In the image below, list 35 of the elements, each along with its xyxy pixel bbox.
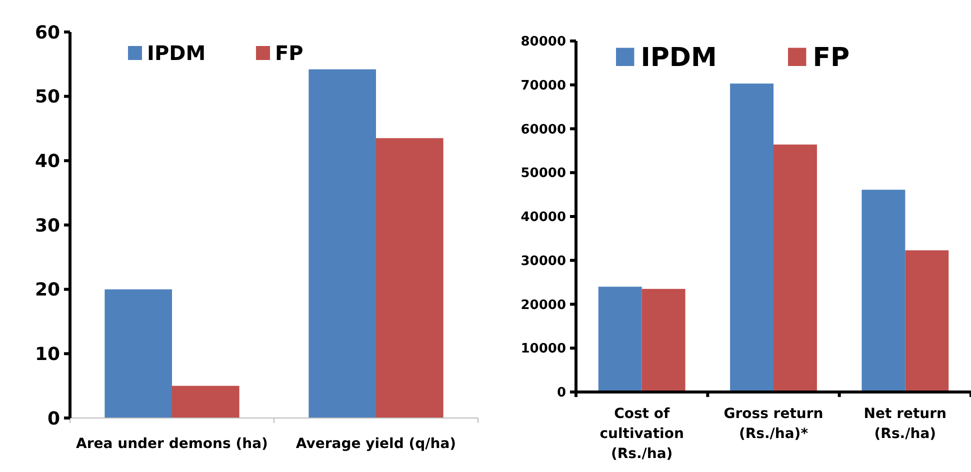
x-tick-label: Net return (Rs./ha) — [864, 406, 947, 442]
y-tick-label: 80000 — [520, 34, 566, 50]
y-tick-label: 50000 — [520, 166, 566, 182]
bar — [376, 138, 444, 418]
bar — [104, 289, 172, 418]
legend-label: FP — [812, 43, 850, 73]
bar — [862, 190, 906, 392]
y-tick-label: 60000 — [520, 122, 566, 138]
bar — [642, 288, 686, 392]
y-tick-label: 60 — [34, 22, 60, 44]
y-tick-label: 70000 — [520, 78, 566, 94]
bar — [598, 286, 642, 392]
bar — [730, 84, 774, 392]
y-tick-label: 0 — [556, 386, 566, 401]
y-tick-label: 50 — [34, 86, 60, 108]
x-tick-label: Area under demons (ha) — [76, 436, 268, 452]
y-tick-label: 40000 — [520, 210, 566, 226]
y-tick-label: 20 — [34, 280, 60, 301]
y-tick-label: 30 — [34, 215, 60, 236]
x-tick-label: Average yield (q/ha) — [296, 436, 456, 452]
legend-label: IPDM — [640, 43, 717, 73]
bar — [308, 69, 376, 418]
x-tick-label: Gross return (Rs./ha)* — [724, 406, 824, 442]
legend-label: IPDM — [147, 41, 206, 65]
y-tick-label: 10000 — [520, 342, 566, 357]
y-tick-label: 20000 — [520, 298, 566, 313]
y-tick-label: 30000 — [520, 254, 566, 269]
y-tick-label: 40 — [34, 150, 60, 172]
legend-label: FP — [275, 41, 304, 65]
bar — [905, 250, 949, 392]
y-tick-label: 10 — [34, 344, 60, 365]
x-tick-label: Cost of cultivation (Rs./ha) — [600, 406, 684, 462]
bar — [172, 386, 240, 418]
y-tick-label: 0 — [47, 408, 60, 430]
bar — [774, 144, 817, 392]
